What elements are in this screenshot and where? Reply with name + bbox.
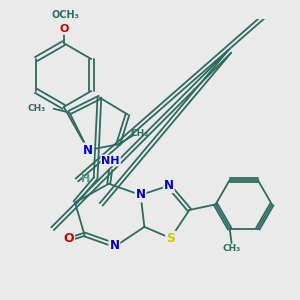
Text: CH₃: CH₃: [222, 244, 241, 253]
Text: N: N: [164, 179, 174, 192]
Text: O: O: [63, 232, 74, 244]
Text: N: N: [136, 188, 146, 202]
Text: CH₃: CH₃: [28, 103, 46, 112]
Text: H: H: [80, 174, 90, 184]
Text: NH: NH: [101, 155, 120, 166]
Text: OCH₃: OCH₃: [52, 10, 80, 20]
Text: O: O: [59, 24, 68, 34]
Text: S: S: [166, 232, 175, 244]
Text: N: N: [110, 239, 119, 252]
Text: CH₃: CH₃: [131, 129, 149, 138]
Text: N: N: [83, 143, 93, 157]
